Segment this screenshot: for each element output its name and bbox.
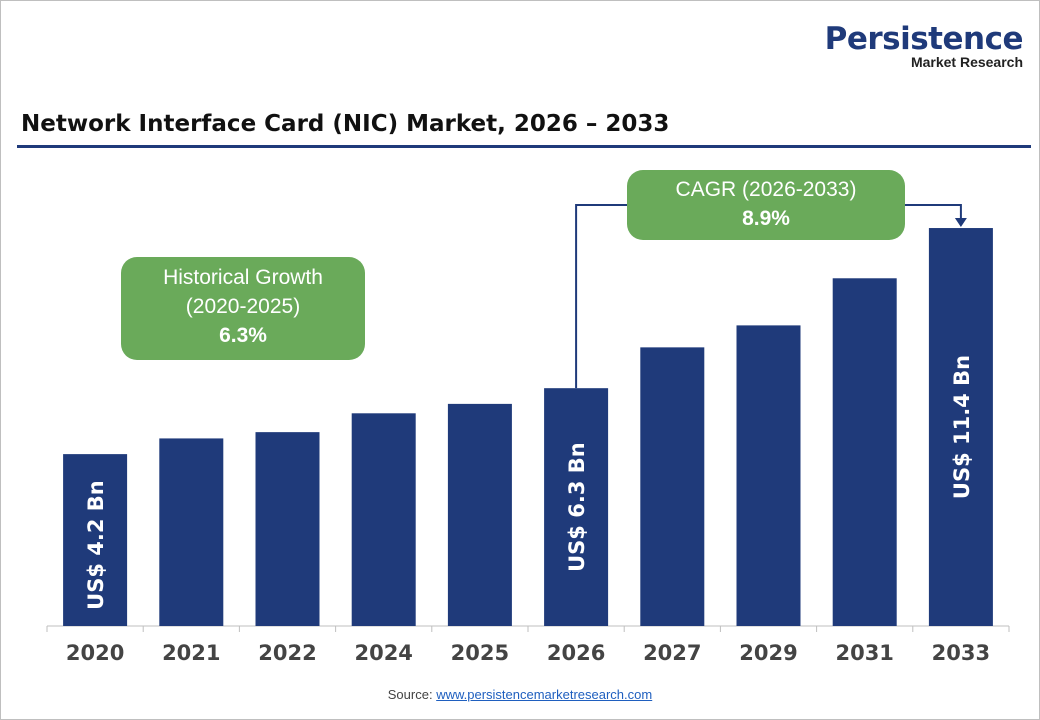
bar-2025 [447,403,512,626]
x-tick-label-2021: 2021 [162,641,220,665]
logo-line2: Market Research [910,54,1023,70]
historical-value: 6.3% [219,324,267,347]
persistence-logo: Persistence Market Research [824,21,1024,70]
cagr-line1: CAGR (2026-2033) [675,178,857,201]
bar-2026 [544,388,609,626]
historical-growth-callout: Historical Growth (2020-2025) 6.3% [121,257,365,360]
bar-2021 [159,438,224,626]
source-link[interactable]: www.persistencemarketresearch.com [436,687,653,702]
data-label-2033: US$ 11.4 Bn [950,355,974,499]
logo-line1: Persistence [824,21,1024,57]
bar-2022 [255,432,320,626]
x-tick-label-2022: 2022 [258,641,316,665]
bar-2024 [351,413,416,626]
cagr-connector-left [575,204,627,389]
bar-2020 [63,454,128,626]
x-tick-label-2025: 2025 [451,641,509,665]
bar-2033 [928,228,993,627]
x-tick-label-2026: 2026 [547,641,605,665]
source-note: Source: www.persistencemarketresearch.co… [1,687,1039,702]
historical-line1: Historical Growth [163,266,323,289]
x-tick-label-2029: 2029 [739,641,797,665]
bar-2031 [832,278,897,626]
historical-line2: (2020-2025) [185,295,301,318]
arrow-head-icon [954,218,967,228]
x-tick-label-2020: 2020 [66,641,124,665]
bar-2029 [736,325,801,626]
x-tick-label-2027: 2027 [643,641,701,665]
chart-title: Network Interface Card (NIC) Market, 202… [21,111,670,137]
data-label-2020: US$ 4.2 Bn [84,480,108,610]
bar-2027 [640,347,705,626]
cagr-connector-right [905,204,962,221]
cagr-callout: CAGR (2026-2033) 8.9% [627,170,905,240]
data-label-2026: US$ 6.3 Bn [565,442,589,572]
cagr-value: 8.9% [742,207,790,230]
x-tick-label-2024: 2024 [354,641,412,665]
title-divider [17,145,1031,148]
x-tick-label-2033: 2033 [932,641,990,665]
x-tick-label-2031: 2031 [835,641,893,665]
source-label: Source: [387,687,437,702]
